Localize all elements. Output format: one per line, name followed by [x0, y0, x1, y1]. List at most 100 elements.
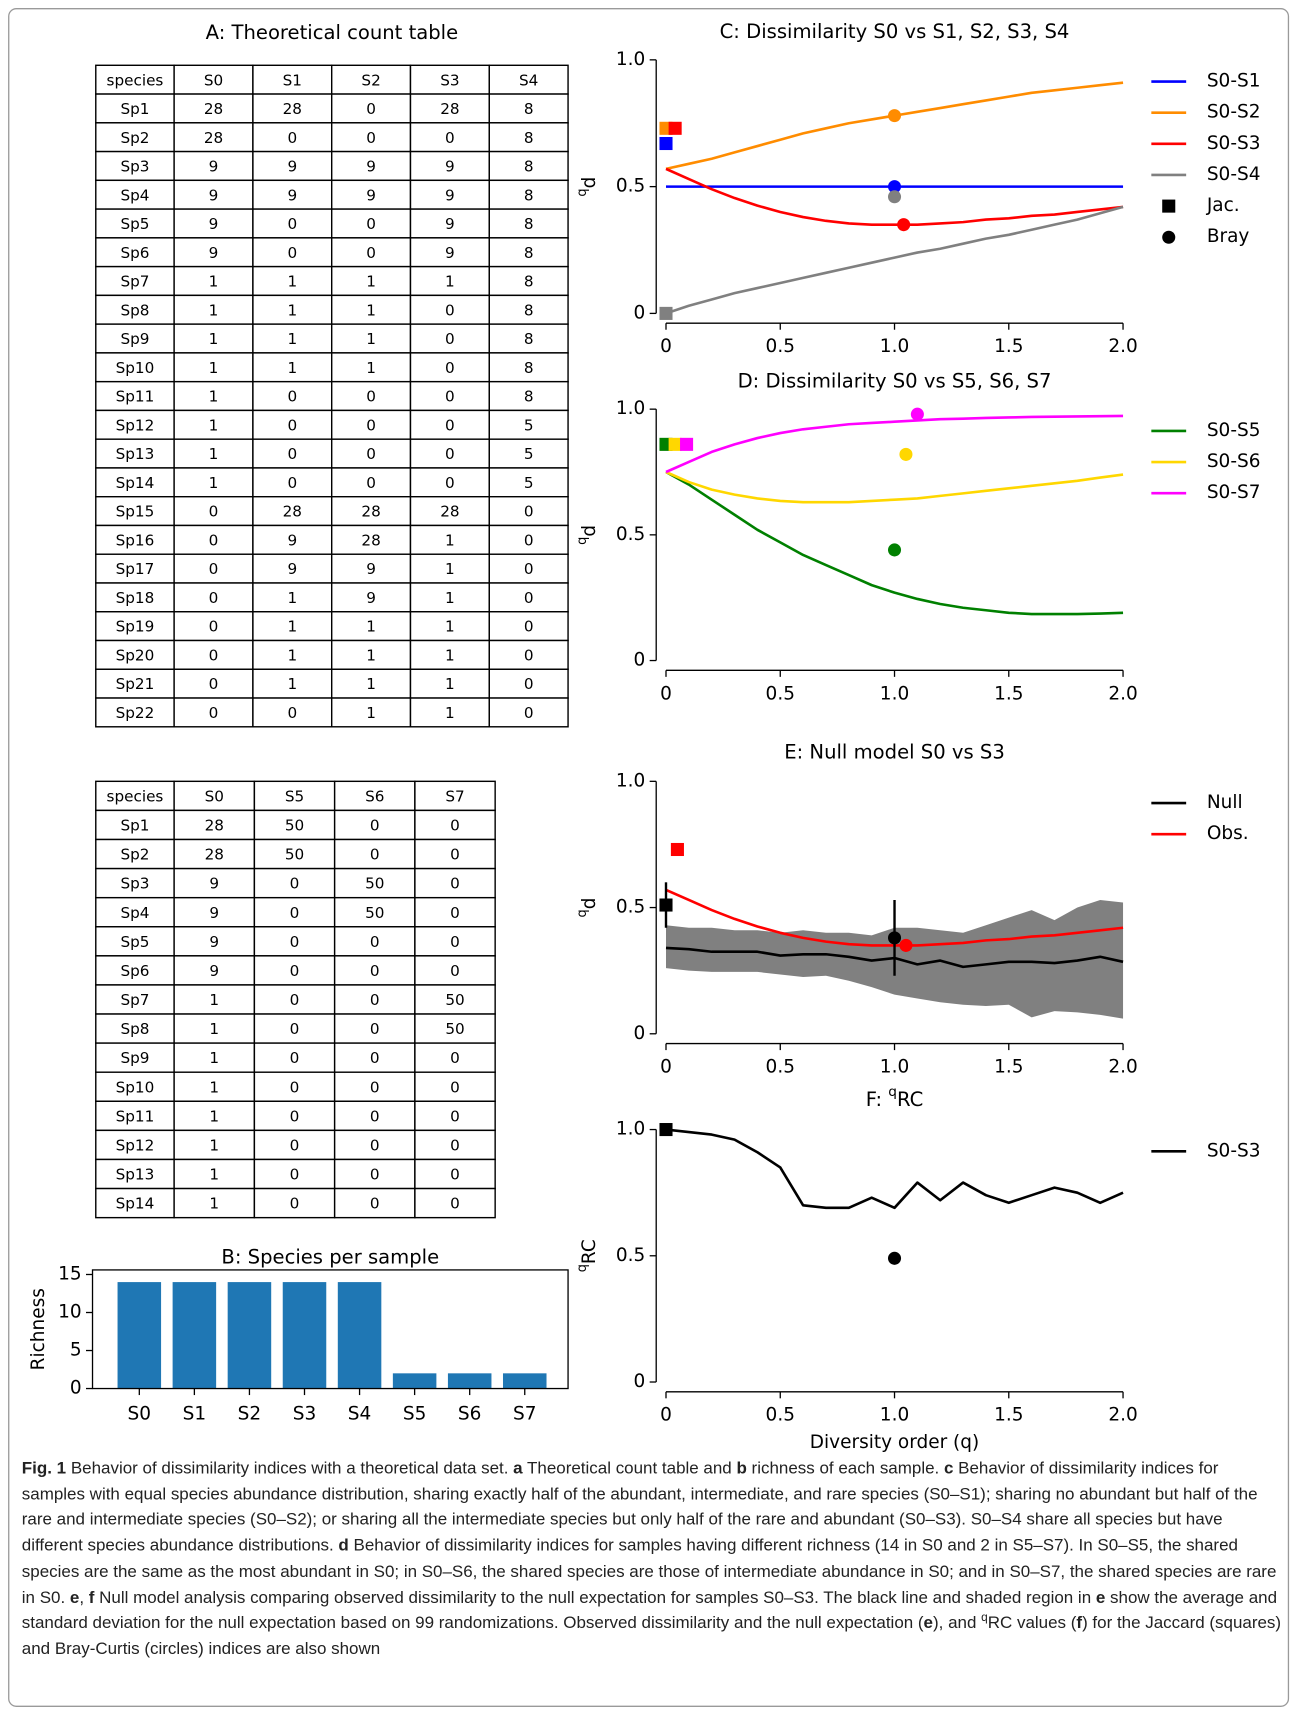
- table-cell: [409, 64, 490, 95]
- table-cell: [173, 1158, 256, 1190]
- cell-text: 0: [370, 1166, 380, 1184]
- caption-text: ,: [79, 1588, 89, 1607]
- table-cell: [252, 668, 333, 699]
- cell-text: 0: [209, 589, 219, 607]
- table-cell: [409, 208, 490, 239]
- column-header: species: [107, 71, 164, 89]
- table-cell: [173, 380, 254, 412]
- cell-text: 1: [209, 301, 219, 319]
- table-cell: [173, 896, 256, 928]
- table-cell: [414, 926, 496, 957]
- cell-text: 1: [209, 1078, 219, 1096]
- cell-text: 9: [287, 186, 297, 204]
- text-part: RC: [897, 1088, 923, 1111]
- column-header: S3: [440, 71, 459, 89]
- x-tick-label: 1.0: [880, 683, 909, 704]
- caption-text: q: [981, 1611, 988, 1625]
- cell-text: 1: [287, 273, 297, 291]
- circle-marker: [887, 1251, 902, 1265]
- table-cell: [409, 294, 490, 325]
- legend-swatch: [1162, 199, 1176, 213]
- cell-text: 1: [445, 589, 455, 607]
- cell-text: 1: [287, 618, 297, 636]
- data-line: [665, 167, 1124, 226]
- x-tick-label: 2.0: [1108, 1405, 1137, 1426]
- cell-text: 0: [366, 129, 376, 147]
- table-cell: [95, 1129, 175, 1161]
- data-line: [665, 470, 1124, 616]
- x-tick-label: 1.0: [880, 336, 909, 357]
- caption-text: Null model analysis comparing observed d…: [94, 1588, 1096, 1607]
- table-cell: [173, 294, 254, 325]
- cell-text: Sp1: [120, 817, 149, 835]
- table-cell: [333, 1071, 416, 1102]
- table-cell: [95, 668, 175, 699]
- cell-text: 0: [445, 416, 455, 434]
- cell-text: 1: [209, 1195, 219, 1213]
- table-cell: [330, 582, 412, 613]
- table-cell: [252, 496, 333, 527]
- table-cell: [95, 896, 175, 928]
- table-cell: [95, 553, 175, 584]
- cell-text: 0: [366, 244, 376, 262]
- cell-text: Sp17: [116, 560, 155, 578]
- legend-label: Null: [1207, 792, 1243, 813]
- bar: [117, 1282, 162, 1389]
- x-tick-label: 1.5: [994, 1057, 1023, 1078]
- x-axis-label: Diversity order (q): [810, 1432, 979, 1453]
- table-cell: [173, 838, 256, 870]
- circle-marker: [887, 180, 902, 194]
- cell-text: 0: [366, 445, 376, 463]
- cell-text: 1: [209, 991, 219, 1009]
- data-line: [665, 205, 1124, 315]
- table-cell: [414, 1100, 496, 1132]
- cell-text: Sp8: [120, 1020, 149, 1038]
- x-tick-label: 0.5: [766, 1405, 795, 1426]
- cell-text: Sp7: [120, 991, 149, 1009]
- square-marker: [680, 437, 694, 451]
- table-cell: [95, 179, 175, 210]
- y-tick-label: 5: [70, 1340, 82, 1361]
- x-tick-label: S5: [403, 1404, 427, 1425]
- cell-text: 0: [370, 1078, 380, 1096]
- cell-text: 0: [524, 589, 534, 607]
- cell-text: 8: [524, 158, 534, 176]
- cell-text: 0: [370, 1107, 380, 1125]
- table-cell: [488, 438, 569, 469]
- square-marker: [659, 136, 673, 151]
- table-cell: [252, 553, 333, 584]
- caption-text: Behavior of dissimilarity indices for sa…: [21, 1536, 1277, 1607]
- table-cell: [488, 467, 569, 498]
- caption-text: Behavior of dissimilarity indices for sa…: [21, 1459, 1258, 1556]
- cell-text: 0: [450, 817, 460, 835]
- x-tick-label: 0: [660, 1405, 672, 1426]
- cell-text: 28: [440, 503, 459, 521]
- cell-text: Sp7: [120, 273, 149, 291]
- y-tick-label: 0.5: [616, 897, 645, 918]
- cell-text: 0: [450, 846, 460, 864]
- cell-text: 0: [445, 330, 455, 348]
- column-header: S7: [445, 787, 464, 805]
- cell-text: Sp3: [120, 875, 149, 893]
- y-tick-label: 15: [58, 1263, 82, 1284]
- table-cell: [173, 1187, 256, 1219]
- table-cell: [414, 1129, 496, 1161]
- table-cell: [95, 697, 175, 728]
- cell-text: 0: [209, 646, 219, 664]
- column-header: S4: [519, 71, 538, 89]
- cell-text: Sp12: [116, 416, 155, 434]
- cell-text: 0: [287, 388, 297, 406]
- cell-text: Sp11: [116, 1107, 155, 1125]
- table-cell: [488, 697, 569, 728]
- table-cell: [253, 780, 336, 812]
- circle-marker: [899, 447, 913, 461]
- caption-text: ) for the Jaccard (squares) and Bray-Cur…: [21, 1614, 1282, 1659]
- caption-text: e: [923, 1614, 934, 1633]
- table-cell: [253, 926, 336, 957]
- cell-text: 0: [524, 618, 534, 636]
- cell-text: 1: [209, 416, 219, 434]
- y-tick-label: 0: [634, 1023, 646, 1044]
- cell-text: 0: [209, 618, 219, 636]
- cell-text: Sp22: [116, 704, 155, 722]
- cell-text: 0: [370, 991, 380, 1009]
